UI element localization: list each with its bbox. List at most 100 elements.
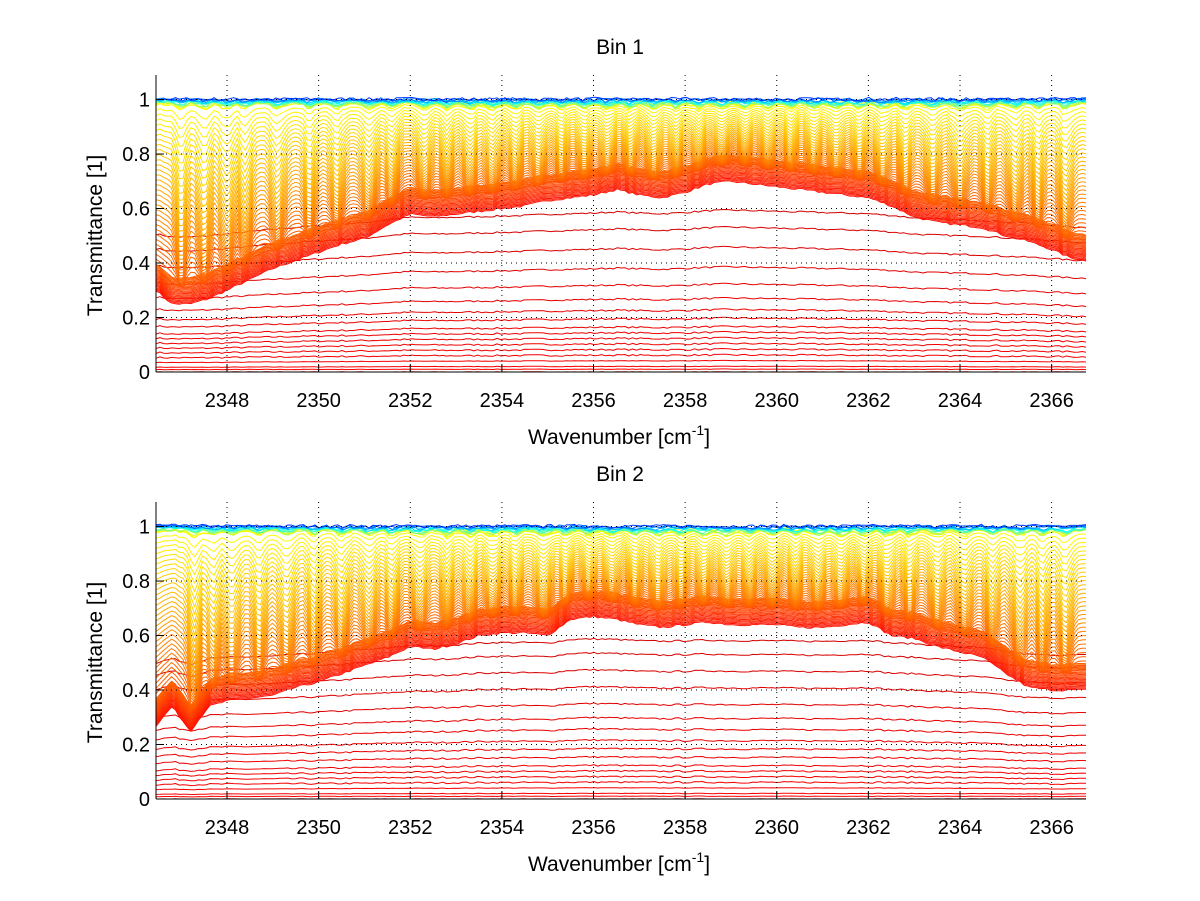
spectrum-line	[155, 173, 1087, 298]
spectrum-line	[155, 365, 1087, 368]
spectrum-line	[155, 769, 1087, 777]
spectrum-line	[155, 168, 1087, 293]
spectrum-line	[155, 568, 1087, 670]
spectrum-line	[155, 179, 1087, 304]
x-tick-label: 2354	[480, 817, 525, 839]
spectrum-line	[156, 129, 1087, 221]
spectrum-line	[155, 613, 1087, 731]
spectrum-line	[155, 792, 1086, 795]
spectrum-line	[155, 331, 1087, 340]
spectrum-line	[155, 131, 1087, 226]
spectrum-line	[155, 125, 1087, 208]
spectrum-line	[155, 113, 1087, 164]
panel-bin-2: 2348 2350 2352 2354 2356 2358 2360 2362 2364 2366…	[84, 463, 1087, 876]
spectrum-line	[155, 610, 1087, 727]
spectrum-line	[155, 577, 1087, 686]
spectrum-line	[155, 755, 1087, 765]
spectrum-line	[155, 548, 1086, 615]
spectrum-line	[155, 316, 1087, 328]
spectrum-line	[155, 599, 1087, 716]
y-tick-labels: 0 0.2 0.4 0.6 0.8 1	[122, 517, 150, 811]
spectrum-line	[155, 265, 1087, 286]
spectrum-line	[155, 716, 1086, 732]
x-tick-label: 2348	[205, 817, 250, 839]
panel-bin-1: 2348 2350 2352 2354 2356 2358 2360 2362 2364 2366…	[84, 36, 1087, 449]
x-axis-label: Wavenumber [cm-1]	[528, 849, 710, 876]
spectrum-line	[155, 162, 1087, 287]
spectrum-line	[155, 166, 1087, 292]
spectrum-line	[155, 602, 1087, 720]
spectrum-line	[155, 606, 1087, 724]
spectrum-line	[155, 546, 1086, 608]
spectrum-line	[155, 180, 1087, 305]
x-tick-label: 2348	[205, 390, 250, 412]
spectrum-line	[155, 542, 1087, 592]
spectrum-line	[155, 593, 1086, 706]
spectrum-line	[155, 151, 1087, 274]
spectrum-line	[155, 553, 1086, 629]
spectrum-line	[155, 308, 1087, 321]
y-axis-label: Transmittance [1]	[84, 582, 107, 743]
spectrum-line	[155, 575, 1087, 683]
y-tick-label: 0.2	[122, 735, 150, 757]
spectrum-line	[155, 368, 1087, 371]
spectrum-line	[155, 104, 1087, 130]
spectrum-line	[155, 154, 1087, 279]
spectrum-line	[155, 99, 1087, 108]
x-tick-label: 2358	[663, 817, 708, 839]
spectrum-line	[155, 161, 1087, 286]
spectrum-line	[155, 359, 1087, 364]
spectrum-line	[155, 117, 1087, 180]
spectrum-line	[155, 611, 1087, 729]
x-axis-label-base: Wavenumber [cm	[528, 426, 692, 449]
spectrum-line	[155, 175, 1087, 300]
y-tick-label: 0	[139, 362, 150, 384]
x-tick-label: 2352	[388, 390, 433, 412]
spectrum-line	[155, 109, 1087, 147]
spectrum-line	[155, 133, 1087, 232]
spectrum-line	[155, 612, 1087, 730]
spectrum-line	[155, 147, 1087, 268]
spectrum-line	[155, 99, 1087, 106]
spectrum-line	[155, 587, 1086, 701]
spectrum-line	[155, 176, 1087, 302]
x-tick-label: 2352	[388, 817, 433, 839]
x-tick-label: 2358	[663, 390, 708, 412]
x-tick-label: 2366	[1029, 390, 1074, 412]
spectrum-line	[155, 747, 1087, 758]
x-tick-label: 2366	[1029, 817, 1074, 839]
spectrum-line	[155, 544, 1086, 600]
spectrum-line	[155, 165, 1087, 290]
spectrum-line	[155, 121, 1087, 194]
spectrum-line	[155, 282, 1087, 300]
spectrum-line	[155, 607, 1087, 725]
spectrum-line	[155, 583, 1087, 696]
x-axis-label-end: ]	[704, 426, 710, 449]
y-tick-label: 0.6	[122, 199, 150, 221]
spectrum-line	[155, 152, 1087, 277]
spectrum-line	[155, 348, 1087, 354]
x-axis-label-base: Wavenumber [cm	[528, 853, 692, 876]
spectrum-line	[155, 596, 1086, 710]
spectrum-line	[155, 764, 1087, 772]
x-tick-label: 2356	[571, 390, 616, 412]
spectrum-line	[155, 601, 1087, 719]
x-tick-label: 2364	[938, 817, 983, 839]
spectrum-line	[155, 685, 1087, 706]
x-axis-label-end: ]	[704, 853, 710, 876]
y-axis-label: Transmittance [1]	[84, 155, 107, 316]
spectrum-line	[155, 557, 1086, 642]
y-tick-label: 1	[139, 517, 150, 539]
spectra-curves	[155, 96, 1087, 373]
spectrum-line	[155, 615, 1087, 732]
spectrum-line	[155, 119, 1087, 187]
spectrum-line	[155, 177, 1087, 303]
spectrum-line	[155, 525, 1087, 531]
spectrum-line	[155, 158, 1087, 283]
x-tick-label: 2362	[846, 817, 891, 839]
spectrum-line	[155, 140, 1087, 252]
spectrum-line	[155, 702, 1087, 720]
spectrum-line	[155, 564, 1086, 659]
spectrum-line	[155, 609, 1087, 726]
